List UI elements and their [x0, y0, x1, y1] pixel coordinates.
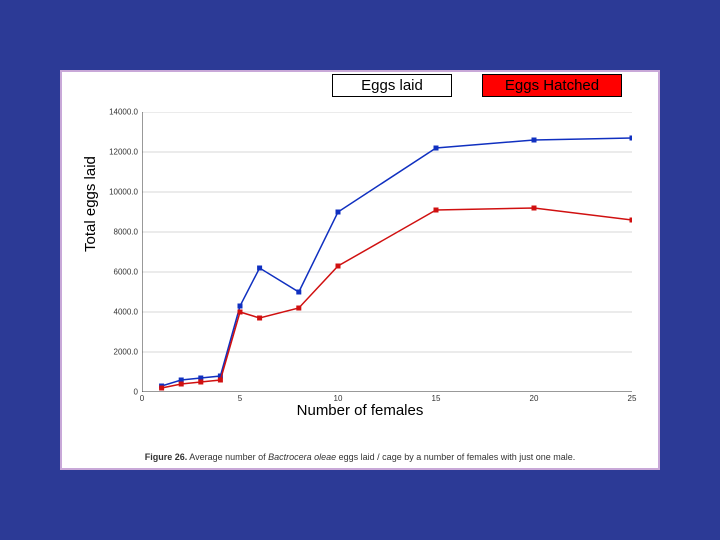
chart-area: 02000.04000.06000.08000.010000.012000.01… — [142, 112, 632, 392]
figure-caption: Figure 26. Average number of Bactrocera … — [62, 452, 658, 462]
y-tick: 2000.0 — [114, 348, 138, 357]
caption-bold: Figure 26. — [145, 452, 188, 462]
y-tick: 14000.0 — [109, 108, 138, 117]
y-tick: 10000.0 — [109, 188, 138, 197]
x-axis-label: Number of females — [62, 402, 658, 419]
y-tick: 12000.0 — [109, 148, 138, 157]
y-axis-label: Total eggs laid — [82, 156, 99, 252]
legend-eggs-hatched: Eggs Hatched — [482, 74, 622, 97]
y-tick: 6000.0 — [114, 268, 138, 277]
line-chart — [142, 112, 632, 392]
y-tick: 0 — [134, 388, 138, 397]
caption-italic: Bactrocera oleae — [268, 452, 336, 462]
caption-text: Average number of — [187, 452, 268, 462]
y-tick: 8000.0 — [114, 228, 138, 237]
y-tick: 4000.0 — [114, 308, 138, 317]
caption-tail: eggs laid / cage by a number of females … — [336, 452, 575, 462]
slide-panel: Eggs laid Eggs Hatched Total eggs laid 0… — [60, 70, 660, 470]
legend-eggs-laid: Eggs laid — [332, 74, 452, 97]
legend-label: Eggs Hatched — [505, 77, 599, 94]
legend-label: Eggs laid — [361, 77, 423, 94]
